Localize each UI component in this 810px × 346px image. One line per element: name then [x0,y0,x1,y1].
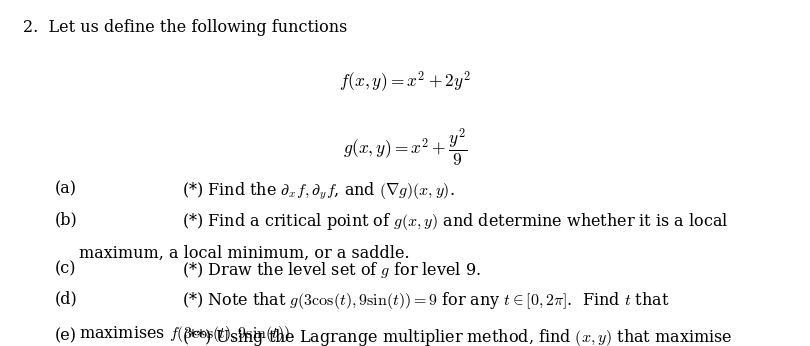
Text: (**) Using the Lagrange multiplier method, find $(x, y)$ that maximise: (**) Using the Lagrange multiplier metho… [182,327,732,346]
Text: (b): (b) [55,211,78,228]
Text: (*) Note that $g(3\cos(t), 9\sin(t)) = 9$ for any $t \in [0, 2\pi]$.  Find $t$ t: (*) Note that $g(3\cos(t), 9\sin(t)) = 9… [182,290,670,311]
Text: $f(x, y) = x^2 + 2y^2$: $f(x, y) = x^2 + 2y^2$ [339,69,471,94]
Text: (e): (e) [55,327,77,344]
Text: maximum, a local minimum, or a saddle.: maximum, a local minimum, or a saddle. [79,245,410,262]
Text: maximises $f(3\cos(t), 9\sin(t))$.: maximises $f(3\cos(t), 9\sin(t))$. [79,324,296,344]
Text: (*) Find a critical point of $g(x, y)$ and determine whether it is a local: (*) Find a critical point of $g(x, y)$ a… [182,211,729,232]
Text: (*) Draw the level set of $g$ for level 9.: (*) Draw the level set of $g$ for level … [182,260,481,280]
Text: (d): (d) [55,290,78,307]
Text: $g(x, y) = x^2 + \dfrac{y^2}{9}$: $g(x, y) = x^2 + \dfrac{y^2}{9}$ [343,126,467,168]
Text: (*) Find the $\partial_x f, \partial_y f$, and $(\nabla g)(x, y)$.: (*) Find the $\partial_x f, \partial_y f… [182,180,455,201]
Text: (a): (a) [55,180,77,197]
Text: (c): (c) [55,260,77,277]
Text: 2.  Let us define the following functions: 2. Let us define the following functions [23,19,347,36]
